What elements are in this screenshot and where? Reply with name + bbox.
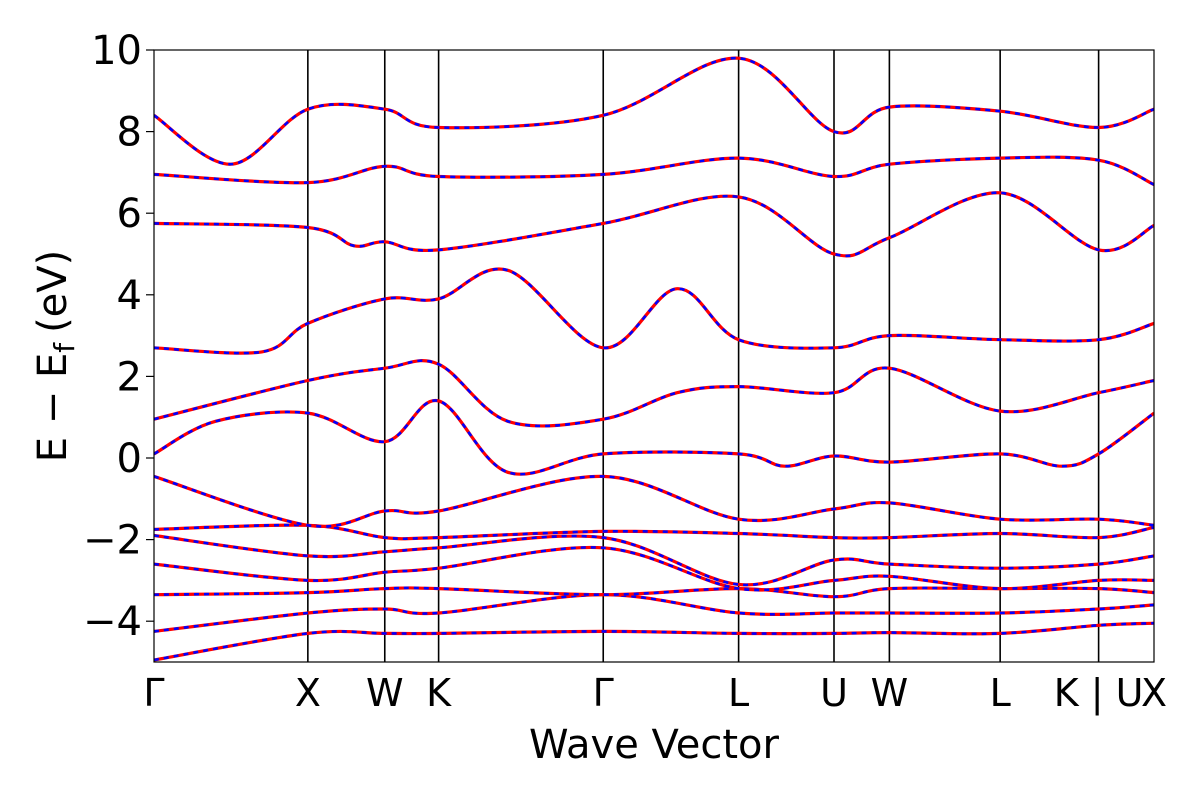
band-curves [154,56,1154,662]
band-line-dashed [154,475,1154,528]
band-line-solid [154,359,1154,428]
y-tick-label: −2 [83,518,142,564]
x-tick-label: Γ [143,671,164,715]
band-line-solid [154,155,1154,187]
y-tick-label: 10 [91,28,142,74]
y-axis-label-main: E − E [30,353,76,463]
band-line-dashed [154,546,1154,592]
band-line-solid [154,399,1154,476]
y-axis-label-subscript: f [48,342,81,353]
band-line-solid [154,621,1154,662]
band-line-dashed [154,593,1154,633]
x-tick-label: X [1141,671,1167,715]
plot-background [154,50,1154,662]
x-tick-label: U [820,671,848,715]
y-tick-label: 2 [117,354,142,400]
y-axis-ticks: −4 −2 0 2 4 6 8 10 [83,28,154,645]
x-tick-label: W [366,671,404,715]
y-tick-label: 8 [117,110,142,156]
band-line-dashed [154,523,1154,541]
y-tick-label: 4 [117,273,142,319]
y-tick-label: 0 [117,436,142,482]
y-axis-label: E − Ef (eV) [30,250,81,463]
y-tick-label: 6 [117,191,142,237]
x-tick-label: L [990,671,1011,715]
x-tick-label: Γ [593,671,614,715]
x-axis-label: Wave Vector [529,722,780,768]
high-symmetry-lines [307,50,1100,662]
x-tick-label: X [295,671,321,715]
y-axis-label-unit: (eV) [30,250,76,333]
x-tick-label: K | U [1054,671,1144,716]
x-tick-label: K [426,671,452,715]
y-tick-label: −4 [83,599,142,645]
plot-frame [153,49,1155,663]
x-tick-label: L [728,671,749,715]
band-line-dashed [154,534,1154,587]
x-tick-label: W [871,671,909,715]
band-line-dashed [154,56,1154,166]
band-line-solid [154,191,1154,258]
band-line-dashed [154,267,1154,355]
